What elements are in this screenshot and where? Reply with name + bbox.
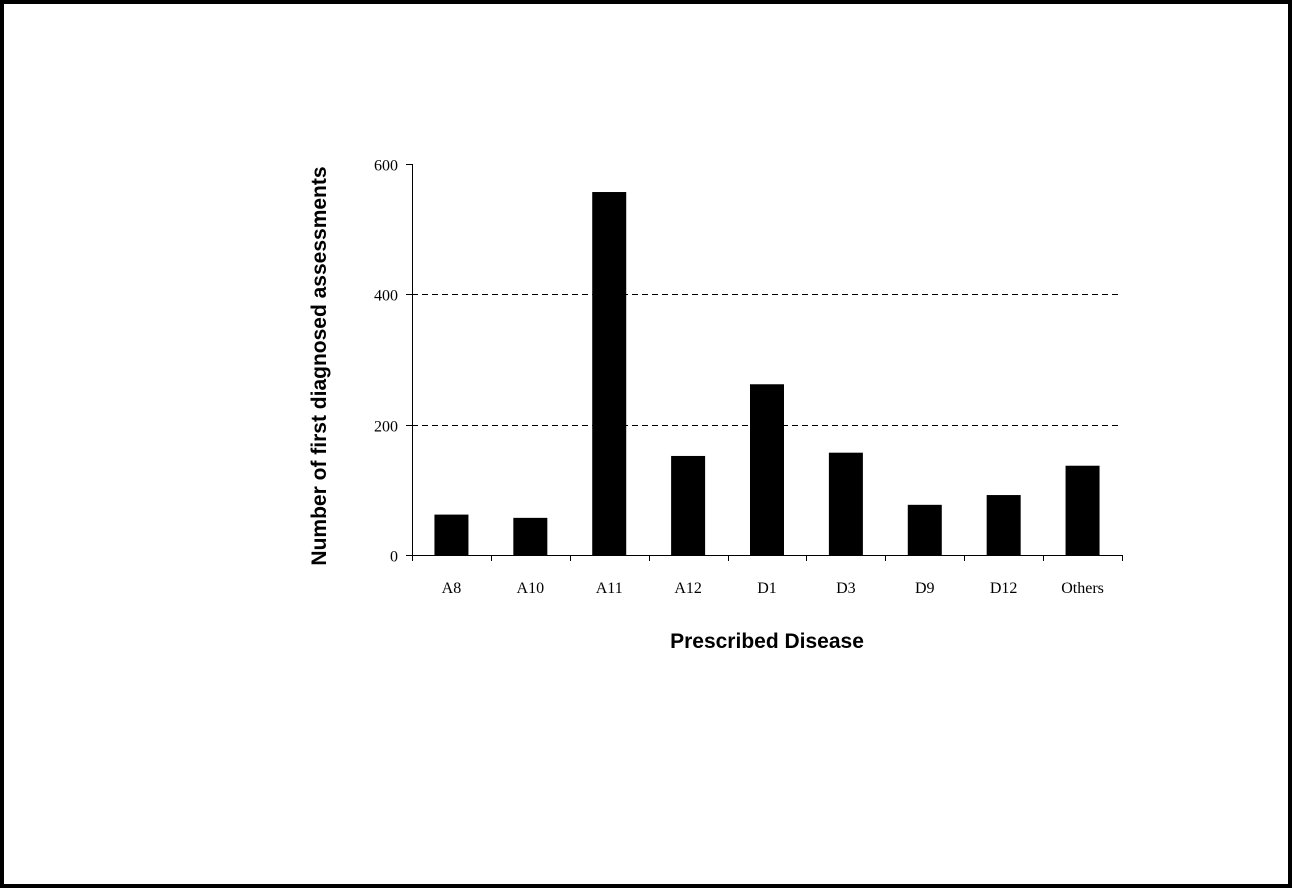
x-tick-label-Others: Others — [1061, 580, 1104, 597]
bar-Others — [1065, 465, 1100, 555]
x-tick-label-D1: D1 — [757, 580, 777, 597]
x-tick-label-A10: A10 — [517, 580, 545, 597]
y-tick-label-200: 200 — [374, 419, 398, 436]
x-tick-label-D3: D3 — [836, 580, 856, 597]
x-axis-title: Prescribed Disease — [670, 630, 864, 653]
y-tick-label-400: 400 — [374, 288, 398, 305]
y-axis-title: Number of first diagnosed assessments — [308, 166, 331, 565]
x-tick-label-D9: D9 — [915, 580, 935, 597]
bar-D3 — [828, 452, 863, 555]
bar-D9 — [907, 504, 942, 555]
bar-A12 — [671, 455, 706, 555]
bar-A8 — [434, 514, 469, 555]
axes: 0 200 400 600 A8 A10 A11 A12 D1 D3 D9 D12 Others — [374, 158, 1123, 597]
bars — [434, 192, 1100, 555]
bar-D1 — [750, 384, 784, 555]
y-tick-label-600: 600 — [374, 158, 398, 175]
x-tick-label-A8: A8 — [442, 580, 462, 597]
bar-chart: 0 200 400 600 A8 A10 A11 A12 D1 D3 D9 D12 Others Pre… — [308, 158, 1123, 653]
x-tick-label-A11: A11 — [596, 580, 623, 597]
y-tick-label-0: 0 — [390, 549, 398, 566]
bar-A10 — [513, 517, 548, 555]
x-tick-label-D12: D12 — [990, 580, 1018, 597]
bar-D12 — [986, 495, 1021, 555]
x-tick-label-A12: A12 — [674, 580, 702, 597]
bar-A11 — [592, 192, 627, 555]
